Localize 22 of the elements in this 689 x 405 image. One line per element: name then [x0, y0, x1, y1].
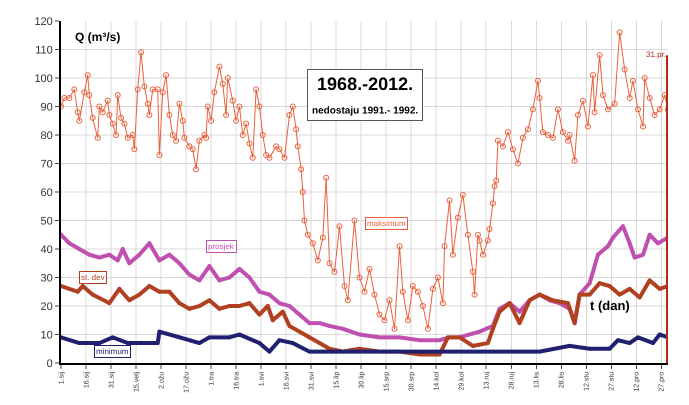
y-tick-label: 0 [46, 358, 53, 370]
y-tick-label: 80 [40, 130, 53, 142]
text: 1968.-2012. [317, 74, 414, 94]
ref-line-label: 31.pr. [646, 50, 666, 59]
y-tick-label: 30 [40, 272, 53, 284]
y-tick-label: 40 [40, 244, 53, 256]
y-tick-label: 50 [40, 215, 53, 228]
y-tick-label: 120 [34, 16, 53, 28]
y-tick-label: 110 [35, 44, 53, 56]
series-label: maksimum [367, 219, 406, 228]
y-axis-title: Q (m³/s) [75, 30, 120, 44]
series-label: minimum [96, 347, 129, 356]
text: nedostaju 1991.- 1992. [312, 105, 418, 116]
y-tick-label: 60 [40, 186, 53, 199]
y-tick-label: 90 [40, 101, 53, 114]
y-tick-label: 70 [40, 158, 53, 170]
x-axis-title: t (dan) [590, 298, 630, 313]
y-tick-label: 20 [40, 300, 53, 313]
series-label: st. dev [81, 273, 105, 282]
y-tick-label: 100 [34, 72, 53, 85]
y-tick-label: 10 [40, 329, 53, 342]
series-label: prosjek [208, 242, 235, 251]
